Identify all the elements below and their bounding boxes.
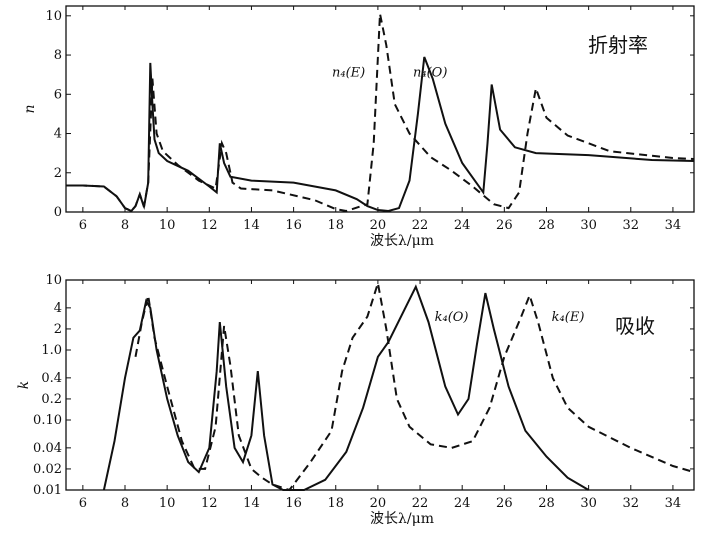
x-tick-label: 34 [665,496,682,511]
plot-frame [65,279,695,491]
y-tick-label: 0.01 [33,483,62,498]
x-tick-label: 8 [121,218,129,233]
x-tick-label: 34 [665,218,682,233]
series-label: n₄(O) [413,66,447,81]
series-no-o-line [66,56,695,213]
series-label: k₄(O) [435,310,469,325]
plot-frame [65,5,695,213]
x-tick-label: 30 [580,496,597,511]
y-tick-label: 1.0 [41,343,62,358]
x-tick-label: 8 [121,496,129,511]
y-tick-label: 4 [54,127,62,142]
y-tick-label: 10 [45,273,62,288]
series-label: n₄(E) [332,66,365,81]
y-tick-label: 6 [54,87,62,102]
x-tick-label: 20 [370,496,387,511]
x-tick-label: 6 [79,496,87,511]
y-tick-label: 0.4 [41,371,62,386]
x-tick-label: 10 [159,496,176,511]
chart-panel-1: 6 8 10 12 14 16 18 20 22 24 26 28 30 32 340246810波长λ/μ… [22,5,695,249]
y-tick-label: 8 [54,48,62,63]
x-tick-label: 22 [412,496,429,511]
x-tick-label: 28 [538,496,555,511]
x-axis-title: 波长λ/μm [370,511,434,527]
x-tick-label: 32 [623,496,640,511]
x-axis-title: 波长λ/μm [370,233,434,249]
y-tick-label: 2 [54,166,62,181]
y-tick-label: 0.2 [41,392,62,407]
y-tick-label: 10 [45,9,62,24]
y-axis-title: k [16,381,32,389]
x-tick-label: 26 [496,218,513,233]
x-tick-label: 18 [327,218,344,233]
x-tick-label: 10 [159,218,176,233]
x-tick-label: 14 [243,218,260,233]
x-tick-label: 24 [454,496,471,511]
x-tick-label: 14 [243,496,260,511]
x-tick-label: 20 [370,218,387,233]
series-ne-e-line [66,13,695,213]
x-tick-label: 24 [454,218,471,233]
x-tick-label: 6 [79,218,87,233]
x-tick-label: 12 [201,218,218,233]
y-tick-label: 2 [54,322,62,337]
panel-label: 吸收 [615,314,655,338]
y-tick-label: 0 [54,205,62,220]
x-tick-label: 12 [201,496,218,511]
series-ke-e-line [134,282,695,492]
series-ko-o-line [102,284,590,491]
x-tick-label: 16 [285,218,302,233]
x-tick-label: 16 [285,496,302,511]
x-tick-label: 22 [412,218,429,233]
x-tick-label: 32 [623,218,640,233]
x-tick-label: 26 [496,496,513,511]
x-tick-label: 18 [327,496,344,511]
panel-label: 折射率 [588,33,648,57]
y-tick-label: 4 [54,301,62,316]
y-axis-title: n [22,104,38,113]
y-tick-label: 0.02 [33,462,62,477]
y-tick-label: 0.10 [33,413,62,428]
series-label: k₄(E) [552,310,585,325]
x-tick-label: 30 [580,218,597,233]
x-tick-label: 28 [538,218,555,233]
chart-panel-2: 6 8 10 12 14 16 18 20 22 24 26 28 30 32 34 10 4 2 1.0 0.4 0.… [16,273,695,527]
y-tick-label: 0.04 [33,441,62,456]
